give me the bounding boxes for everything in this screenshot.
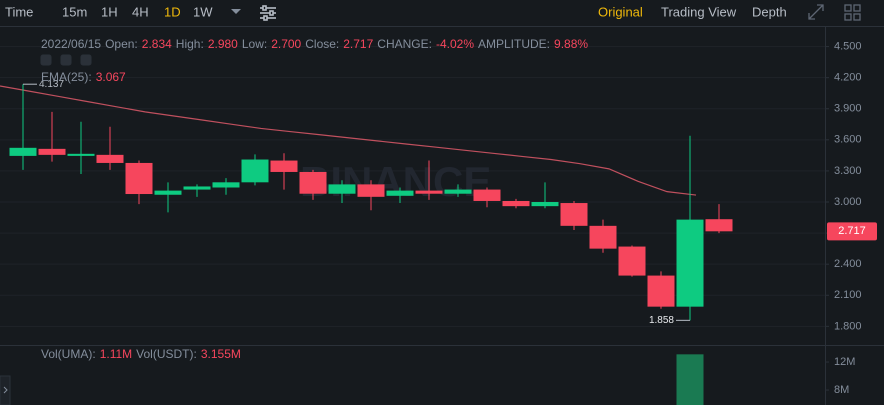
view-tab[interactable]: Depth <box>752 4 787 19</box>
candle-body <box>38 148 66 155</box>
watermark: BINANCE <box>300 158 491 205</box>
y-tick-label: 2.100 <box>834 289 862 301</box>
info-value: 2.834 <box>142 37 172 51</box>
info-label: Close: <box>305 37 339 51</box>
interval-tab[interactable]: 1W <box>193 4 213 19</box>
candle-body <box>328 184 356 194</box>
candle-body <box>589 225 617 249</box>
interval-tab[interactable]: Time <box>5 4 33 19</box>
info-date: 2022/06/15 <box>41 37 101 51</box>
last-price-box <box>827 222 877 241</box>
info-label: CHANGE: <box>377 37 432 51</box>
candle-body <box>299 171 327 194</box>
interval-tab[interactable]: 15m <box>62 4 87 19</box>
y-tick-label: 2.400 <box>834 258 862 270</box>
volume-value: 3.155M <box>201 347 241 361</box>
volume-y-tick-label: 12M <box>834 356 855 368</box>
y-tick-label: 3.000 <box>834 196 862 208</box>
candle-body <box>9 147 37 156</box>
candle-body <box>473 189 501 201</box>
info-label: Low: <box>242 37 267 51</box>
y-tick-label: 4.200 <box>834 72 862 84</box>
icon[interactable] <box>80 54 92 66</box>
info-value: 2.980 <box>208 37 238 51</box>
info-value: 9.88% <box>554 37 588 51</box>
interval-tab[interactable]: 4H <box>132 4 149 19</box>
candle-body <box>560 203 588 226</box>
candle-body <box>531 202 559 207</box>
candle-body <box>444 189 472 194</box>
volume-value: 1.11M <box>100 347 132 361</box>
ema-value: 3.067 <box>96 70 126 84</box>
volume-y-tick-label: 8M <box>834 384 849 396</box>
last-price-label: 2.717 <box>838 225 866 237</box>
candle-body <box>415 190 443 194</box>
fullscreen-icon[interactable] <box>808 4 824 20</box>
more-intervals[interactable] <box>231 9 241 14</box>
candle-body <box>241 159 269 183</box>
candle-body <box>67 153 95 156</box>
info-value: 2.717 <box>343 37 373 51</box>
icon[interactable] <box>60 54 72 66</box>
candle-body <box>676 219 704 307</box>
high-label: 4.137 <box>39 79 64 90</box>
candle-body <box>212 182 240 188</box>
y-tick-label: 4.500 <box>834 40 862 52</box>
info-label: AMPLITUDE: <box>478 37 550 51</box>
pane-icons <box>40 54 92 66</box>
candle-body <box>183 186 211 190</box>
ema-line <box>0 85 697 196</box>
settings-icon[interactable] <box>260 5 276 21</box>
candle-body <box>357 184 385 197</box>
view-tab[interactable]: Trading View <box>661 4 737 19</box>
y-tick-label: 3.900 <box>834 103 862 115</box>
icon[interactable] <box>40 54 52 66</box>
interval-tab[interactable]: 1D <box>164 4 181 19</box>
layout-icon[interactable] <box>844 4 861 21</box>
interval-tab[interactable]: 1H <box>101 4 118 19</box>
volume-label: Vol(USDT): <box>136 347 197 361</box>
info-value: 2.700 <box>271 37 301 51</box>
low-label: 1.858 <box>649 315 674 326</box>
y-tick-label: 3.300 <box>834 165 862 177</box>
volume-bar <box>676 354 704 405</box>
ema-label: EMA(25): <box>41 70 92 84</box>
info-label: High: <box>176 37 204 51</box>
candle-body <box>270 160 298 172</box>
candle-body <box>705 219 733 232</box>
candle-body <box>125 162 153 195</box>
y-tick-label: 1.800 <box>834 320 862 332</box>
view-tab[interactable]: Original <box>598 4 643 19</box>
side-toggle-arrow <box>3 386 8 394</box>
candle-body <box>154 190 182 195</box>
info-value: -4.02% <box>436 37 474 51</box>
candle-body <box>502 200 530 207</box>
side-toggle[interactable] <box>0 375 11 405</box>
y-tick-label: 3.600 <box>834 134 862 146</box>
candle-body <box>96 154 124 163</box>
info-label: Open: <box>105 37 138 51</box>
candle-body <box>647 275 675 307</box>
volume-label: Vol(UMA): <box>41 347 96 361</box>
candle-body <box>386 190 414 196</box>
candle-body <box>618 246 646 276</box>
